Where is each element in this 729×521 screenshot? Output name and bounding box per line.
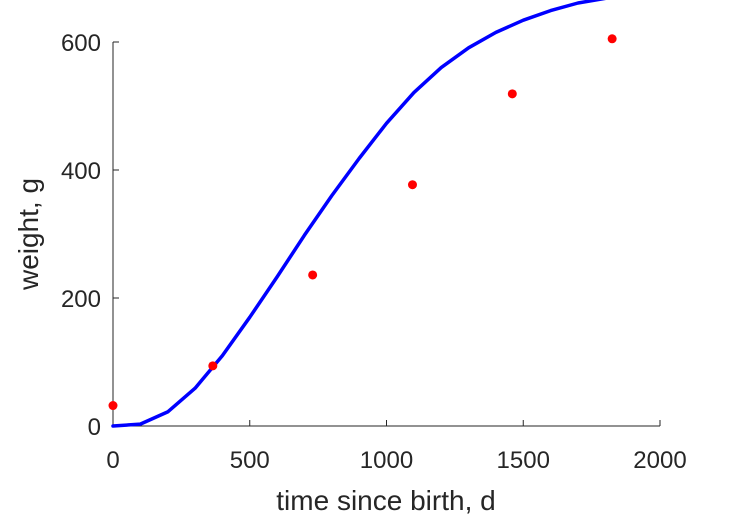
- data-point: [507, 89, 517, 99]
- y-tick-label: 400: [61, 158, 101, 185]
- x-tick-label: 1000: [360, 447, 413, 474]
- y-axis-label: weight, g: [13, 178, 44, 291]
- x-tick-label: 0: [106, 447, 119, 474]
- x-axis-label: time since birth, d: [276, 485, 495, 516]
- data-point: [607, 34, 617, 44]
- fit-curve-line: [111, 0, 607, 428]
- y-tick-label: 200: [61, 286, 101, 313]
- axes: 0 500 1000 1500 2000 0 200 400 600: [61, 30, 687, 474]
- data-point: [108, 401, 118, 411]
- y-tick-label: 0: [88, 414, 101, 441]
- x-tick-label: 2000: [633, 447, 686, 474]
- data-point: [407, 180, 417, 190]
- x-tick-label: 500: [230, 447, 270, 474]
- y-tick-label: 600: [61, 30, 101, 57]
- data-point: [308, 270, 318, 280]
- plot-area: [108, 0, 617, 428]
- data-point: [208, 361, 218, 371]
- x-tick-label: 1500: [497, 447, 550, 474]
